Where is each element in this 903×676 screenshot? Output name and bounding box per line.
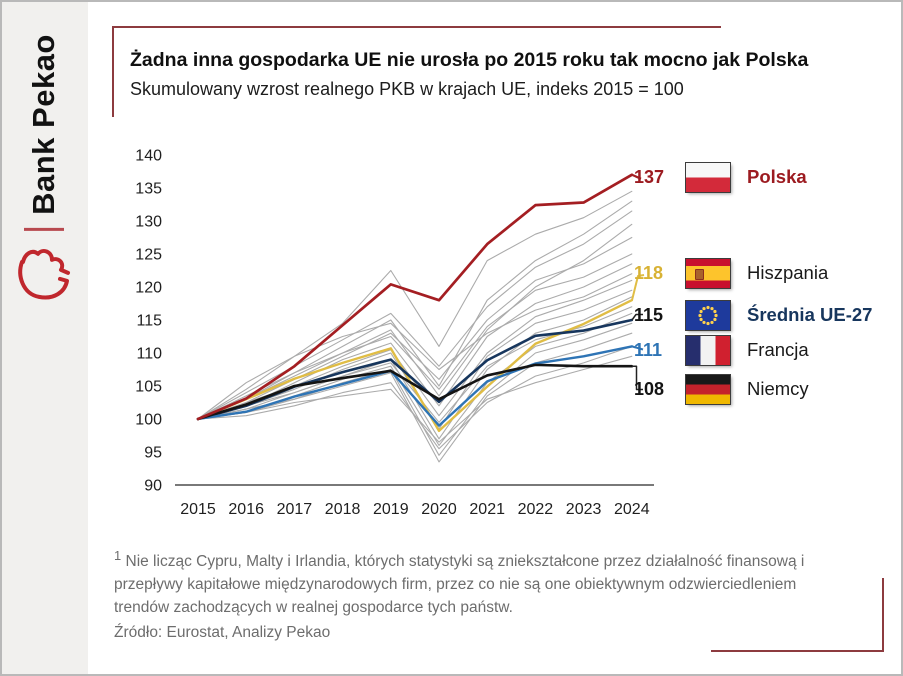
svg-text:2024: 2024: [614, 501, 650, 518]
legend-label-germany: Niemcy: [747, 378, 809, 399]
legend-row-germany: 108 Niemcy: [634, 374, 809, 404]
svg-text:110: 110: [136, 346, 162, 363]
svg-text:2022: 2022: [518, 501, 554, 518]
svg-text:2020: 2020: [421, 501, 457, 518]
footnote: 1 Nie licząc Cypru, Malty i Irlandia, kt…: [114, 546, 842, 645]
brand-divider: [24, 227, 64, 231]
svg-text:100: 100: [135, 412, 162, 429]
svg-text:120: 120: [135, 280, 162, 297]
legend-label-spain: Hiszpania: [747, 262, 829, 283]
brand-lockup: Bank Pekao: [15, 34, 73, 306]
legend-label-eu-average: Średnia UE-27: [747, 304, 873, 325]
svg-text:2017: 2017: [277, 501, 313, 518]
svg-text:2023: 2023: [566, 501, 602, 518]
legend-value-spain: 118: [634, 262, 664, 283]
legend-value-germany: 108: [634, 378, 665, 399]
top-left-accent-bracket: [112, 26, 721, 117]
footnote-superscript: 1: [114, 548, 122, 563]
gdp-chart: 140 135 130 125 120 115 110 105 100 95 90 2015 2016 2…: [135, 148, 654, 518]
svg-text:105: 105: [135, 379, 162, 396]
svg-text:130: 130: [135, 214, 162, 231]
chart-title: Żadna inna gospodarka UE nie urosła po 2…: [130, 49, 809, 71]
bottom-right-accent-bracket: [711, 578, 884, 652]
sidebar: Bank Pekao: [2, 2, 88, 674]
legend-label-poland: Polska: [747, 166, 807, 187]
svg-text:135: 135: [135, 181, 162, 198]
legend-label-france: Francja: [747, 339, 809, 360]
source-line: Źródło: Eurostat, Analizy Pekao: [114, 623, 331, 641]
legend-row-poland: 137 Polska: [634, 162, 807, 192]
svg-text:2019: 2019: [373, 501, 409, 518]
brand-name: Bank Pekao: [26, 34, 61, 215]
svg-text:90: 90: [144, 478, 162, 495]
legend-value-france: 111: [634, 339, 663, 360]
footnote-text: 1 Nie licząc Cypru, Malty i Irlandia, kt…: [114, 548, 805, 617]
france-flag-icon: [686, 335, 730, 365]
header: Żadna inna gospodarka UE nie urosła po 2…: [130, 49, 890, 100]
svg-text:115: 115: [136, 313, 162, 330]
legend-value-eu-average: 115: [634, 304, 664, 325]
svg-text:2018: 2018: [325, 501, 361, 518]
chart-subtitle: Skumulowany wzrost realnego PKB w krajac…: [130, 79, 684, 99]
spain-flag-icon: [686, 258, 730, 288]
svg-text:125: 125: [135, 247, 162, 264]
svg-text:140: 140: [135, 148, 162, 165]
svg-text:95: 95: [144, 445, 162, 462]
bison-icon: [18, 249, 70, 300]
svg-text:2016: 2016: [228, 501, 264, 518]
legend-row-spain: 118 Hiszpania: [634, 258, 828, 288]
svg-text:2015: 2015: [180, 501, 216, 518]
legend-value-poland: 137: [634, 166, 665, 187]
svg-text:2021: 2021: [469, 501, 505, 518]
germany-flag-icon: [686, 374, 730, 404]
eu-flag-icon: [686, 300, 730, 330]
legend-row-france: 111 Francja: [634, 335, 809, 365]
poland-flag-icon: [686, 162, 730, 192]
spain-emblem-icon: [695, 268, 704, 280]
legend-row-eu-average: 115 Średnia UE-27: [634, 300, 872, 330]
